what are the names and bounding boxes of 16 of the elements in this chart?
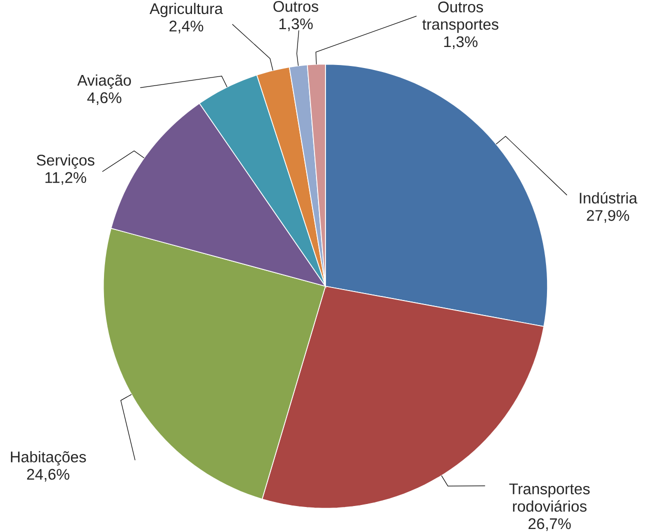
slice-label: Outros transportes	[422, 2, 498, 33]
slice-label: Aviação	[77, 74, 131, 89]
slice-label: Habitações	[10, 451, 86, 466]
data-label: 4,6%	[87, 92, 122, 105]
data-label: 1,3%	[444, 36, 478, 50]
data-label: 24,6%	[27, 468, 70, 482]
slice-label: Indústria	[580, 192, 638, 204]
slice-label: Outros	[273, 1, 318, 12]
data-label: 2,4%	[170, 20, 204, 34]
slice-label: Serviços	[36, 154, 94, 169]
data-label: 1,3%	[279, 18, 313, 32]
slice-label: Transportes rodoviários	[509, 484, 590, 512]
data-label: 26,7%	[528, 518, 571, 531]
data-label: 27,9%	[586, 210, 630, 223]
data-label: 11,2%	[45, 172, 86, 185]
slice-label: Agricultura	[150, 2, 223, 18]
